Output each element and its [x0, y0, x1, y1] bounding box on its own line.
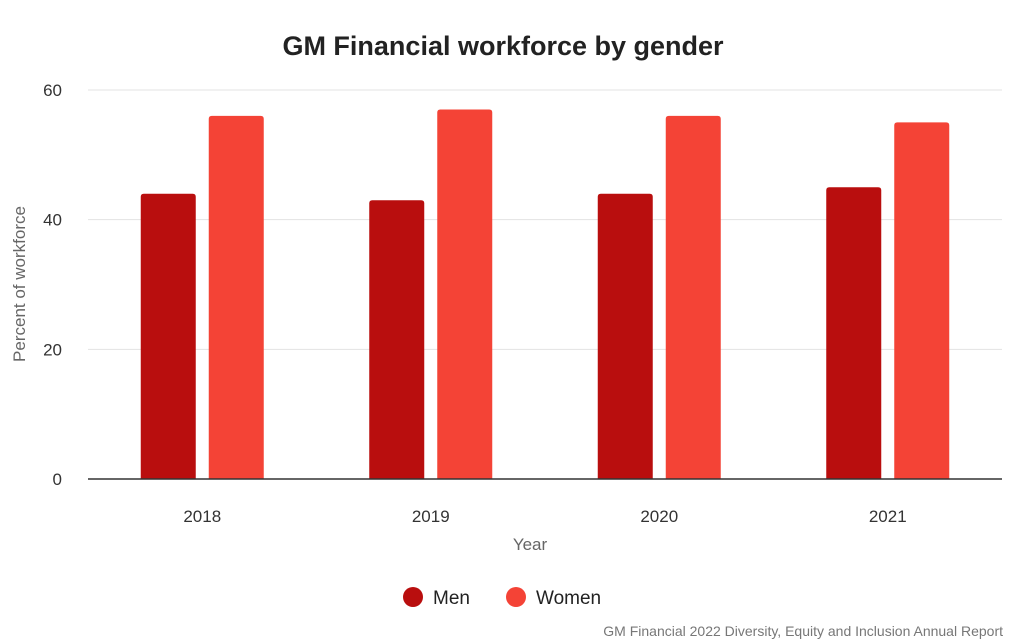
legend-swatch-women	[506, 587, 526, 607]
y-tick-label: 40	[43, 211, 62, 230]
bar-men-2018	[140, 193, 196, 479]
bar-men-2019	[369, 200, 425, 479]
legend-label-men: Men	[433, 588, 470, 609]
bars	[140, 109, 950, 480]
bar-women-2018	[208, 115, 264, 479]
x-tick-label: 2018	[183, 507, 221, 526]
legend-swatch-men	[403, 587, 423, 607]
bar-women-2019	[437, 109, 493, 479]
bar-women-2021	[894, 122, 950, 480]
source-note: GM Financial 2022 Diversity, Equity and …	[603, 623, 1003, 639]
bar-men-2021	[826, 187, 882, 479]
legend: Men Women	[403, 587, 601, 609]
y-tick-label: 20	[43, 340, 62, 359]
y-axis-title: Percent of workforce	[10, 206, 29, 362]
y-axis-ticks: 0 20 40 60	[43, 81, 62, 489]
x-axis-ticks: 2018 2019 2020 2021	[183, 507, 906, 526]
y-tick-label: 0	[53, 470, 62, 489]
chart-title: GM Financial workforce by gender	[282, 31, 724, 61]
legend-label-women: Women	[536, 588, 601, 609]
x-tick-label: 2020	[640, 507, 678, 526]
bar-women-2020	[665, 115, 721, 479]
y-tick-label: 60	[43, 81, 62, 100]
bar-men-2020	[597, 193, 653, 479]
x-axis-title: Year	[513, 535, 548, 554]
x-tick-label: 2019	[412, 507, 450, 526]
x-tick-label: 2021	[869, 507, 907, 526]
